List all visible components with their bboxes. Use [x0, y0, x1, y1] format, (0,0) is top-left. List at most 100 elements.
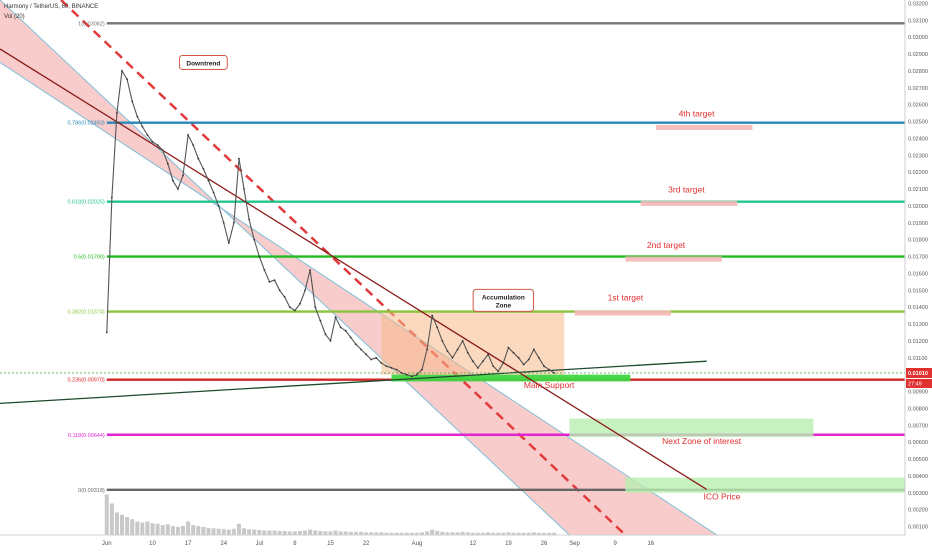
price-point-50: [360, 348, 362, 351]
volume-bar-24: [226, 529, 231, 535]
price-point-74: [482, 360, 484, 363]
price-point-10: [156, 144, 159, 147]
x-tick-label-14: 16: [647, 541, 654, 547]
price-point-22: [217, 204, 220, 207]
annotation-5: 4th target: [679, 108, 716, 118]
volume-bar-51: [364, 532, 369, 535]
volume-bar-49: [353, 531, 358, 535]
volume-bar-87: [547, 532, 552, 535]
volume-bar-18: [196, 526, 201, 535]
price-point-59: [405, 373, 408, 376]
countdown-badge: [906, 378, 932, 388]
price-point-84: [532, 348, 535, 351]
volume-bar-57: [394, 532, 399, 535]
volume-bar-13: [170, 526, 175, 535]
x-tick-label-12: Sep: [569, 541, 580, 547]
price-point-63: [426, 348, 428, 351]
volume-bar-8: [145, 521, 150, 535]
volume-bar-5: [130, 519, 135, 535]
zone-next-zone: [569, 418, 814, 438]
y-tick-label-11: 0.02100: [908, 187, 928, 193]
y-tick-label-15: 0.01700: [908, 255, 928, 261]
volume-bar-4: [125, 517, 130, 535]
annotation-2: 1st target: [608, 292, 644, 302]
volume-bar-69: [455, 532, 460, 535]
volume-bar-63: [425, 531, 430, 535]
y-tick-label-9: 0.02300: [908, 153, 928, 159]
price-point-72: [471, 360, 474, 363]
price-point-80: [512, 351, 515, 354]
price-point-37: [293, 309, 296, 312]
trendline-ascending: [0, 360, 707, 405]
price-point-67: [446, 350, 449, 352]
channel-midline-dashed: [60, 0, 627, 535]
volume-bar-32: [267, 530, 272, 535]
volume-bar-42: [318, 530, 323, 535]
annotation-box-0: [178, 54, 228, 70]
price-point-5: [131, 100, 134, 103]
price-point-1: [110, 196, 113, 199]
x-tick-label-1: 10: [149, 541, 156, 547]
y-tick-label-7: 0.02500: [908, 120, 928, 126]
volume-bar-67: [445, 532, 450, 535]
price-point-34: [278, 289, 281, 292]
annotation-1-line-0: Accumulation: [482, 294, 525, 301]
annotation-7: Next Zone of interest: [662, 436, 742, 446]
price-point-4: [126, 78, 129, 81]
volume-bar-60: [409, 532, 414, 535]
price-point-76: [492, 365, 495, 368]
y-tick-label-19: 0.01300: [908, 322, 928, 328]
chart-header: Harmony / TetherUS, 60, BINANCE Vol (20): [4, 2, 98, 22]
x-tick-label-5: 8: [293, 541, 297, 547]
zone-target-3: [640, 200, 738, 206]
volume-bar-2: [114, 512, 119, 535]
volume-bar-88: [552, 532, 557, 535]
volume-bar-85: [536, 532, 541, 535]
volume-bar-66: [440, 531, 445, 535]
x-tick-label-2: 17: [185, 541, 192, 547]
price-point-7: [141, 125, 144, 128]
price-point-30: [258, 255, 261, 258]
price-point-6: [136, 115, 139, 118]
annotation-3: 2nd target: [647, 240, 686, 250]
price-point-43: [324, 333, 327, 336]
price-point-9: [151, 140, 154, 143]
zone-target-1: [574, 310, 672, 316]
y-tick-label-14: 0.01800: [908, 238, 928, 244]
x-tick-label-4: Jul: [255, 541, 263, 547]
volume-bar-83: [526, 532, 531, 535]
price-point-17: [192, 144, 195, 147]
price-point-44: [329, 340, 332, 342]
price-point-26: [238, 157, 240, 160]
volume-bar-52: [369, 532, 374, 535]
price-point-3: [121, 69, 123, 72]
price-point-14: [177, 188, 179, 190]
price-point-56: [390, 367, 393, 369]
y-tick-label-2: 0.03000: [908, 35, 928, 41]
price-point-29: [253, 238, 256, 241]
price-point-60: [410, 375, 413, 378]
price-point-33: [273, 279, 276, 282]
price-point-62: [421, 368, 423, 371]
plot-area: 1(0.03082) 0.786(0.02493) 0.618(0.02025) 0.…: [0, 0, 905, 535]
volume-bar-1: [109, 503, 114, 535]
price-point-23: [222, 221, 225, 224]
volume-bar-74: [481, 532, 486, 535]
price-point-15: [182, 174, 184, 177]
volume-bar-80: [511, 532, 516, 535]
y-tick-label-0: 0.03200: [908, 1, 928, 7]
price-point-48: [349, 336, 352, 339]
volume-bar-71: [465, 532, 470, 535]
volume-bar-12: [165, 524, 170, 535]
price-point-65: [436, 326, 439, 329]
volume-bar-19: [201, 526, 206, 535]
volume-bar-73: [475, 532, 480, 535]
price-point-16: [187, 134, 190, 136]
volume-bar-6: [135, 521, 140, 535]
price-point-45: [334, 316, 337, 319]
zone-main-support: [391, 374, 631, 382]
volume-bar-76: [491, 532, 496, 535]
volume-bar-79: [506, 532, 511, 535]
volume-bar-65: [435, 530, 440, 535]
